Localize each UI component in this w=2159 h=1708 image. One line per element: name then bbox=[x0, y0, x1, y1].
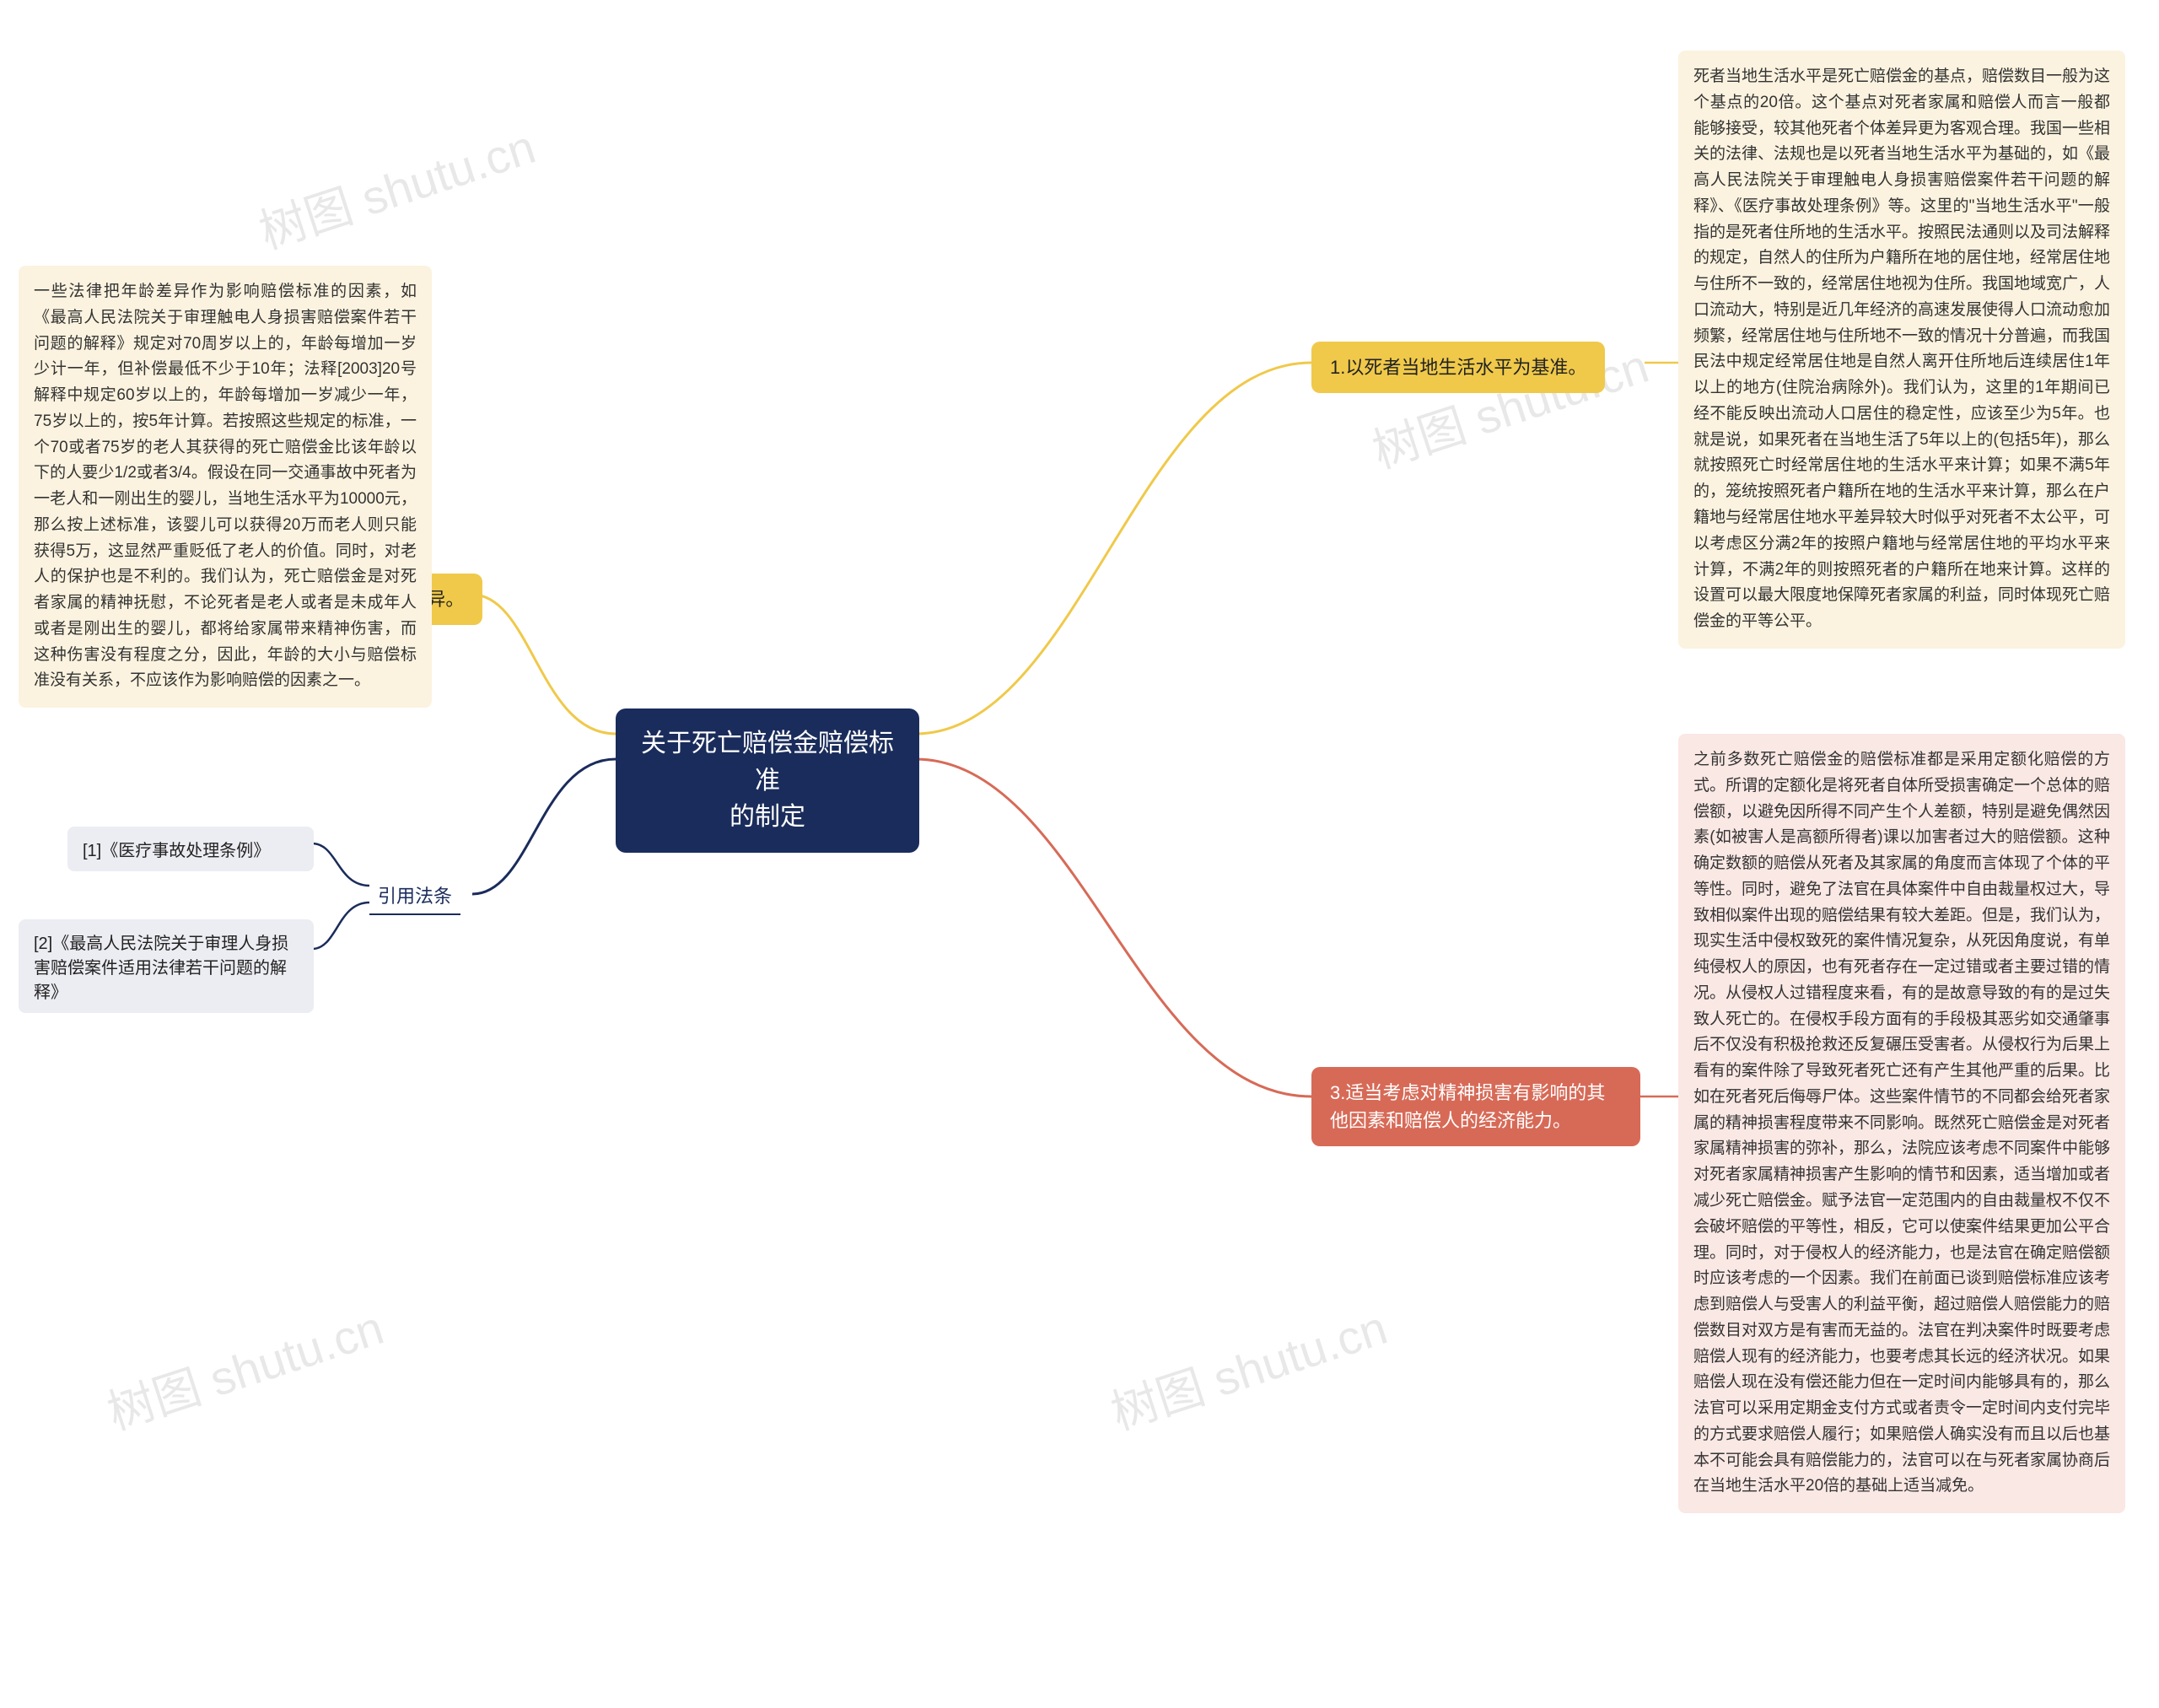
text-block-2: 一些法律把年龄差异作为影响赔偿标准的因素，如《最高人民法院关于审理触电人身损害赔… bbox=[19, 266, 432, 708]
cite-label[interactable]: 引用法条 bbox=[369, 877, 460, 915]
watermark: 树图 shutu.cn bbox=[1101, 1290, 1395, 1444]
citation-2[interactable]: [2]《最高人民法院关于审理人身损害赔偿案件适用法律若干问题的解释》 bbox=[19, 919, 314, 1013]
branch-1[interactable]: 1.以死者当地生活水平为基准。 bbox=[1311, 342, 1605, 393]
citation-1[interactable]: [1]《医疗事故处理条例》 bbox=[67, 827, 314, 871]
watermark: 树图 shutu.cn bbox=[98, 1290, 391, 1444]
center-title-line2: 的制定 bbox=[639, 799, 896, 836]
branch-3[interactable]: 3.适当考虑对精神损害有影响的其他因素和赔偿人的经济能力。 bbox=[1311, 1067, 1640, 1146]
center-node[interactable]: 关于死亡赔偿金赔偿标准 的制定 bbox=[616, 709, 919, 853]
text-block-3: 之前多数死亡赔偿金的赔偿标准都是采用定额化赔偿的方式。所谓的定额化是将死者自体所… bbox=[1678, 734, 2125, 1513]
watermark: 树图 shutu.cn bbox=[250, 110, 543, 263]
text-block-1: 死者当地生活水平是死亡赔偿金的基点，赔偿数目一般为这个基点的20倍。这个基点对死… bbox=[1678, 51, 2125, 649]
center-title-line1: 关于死亡赔偿金赔偿标准 bbox=[639, 725, 896, 799]
